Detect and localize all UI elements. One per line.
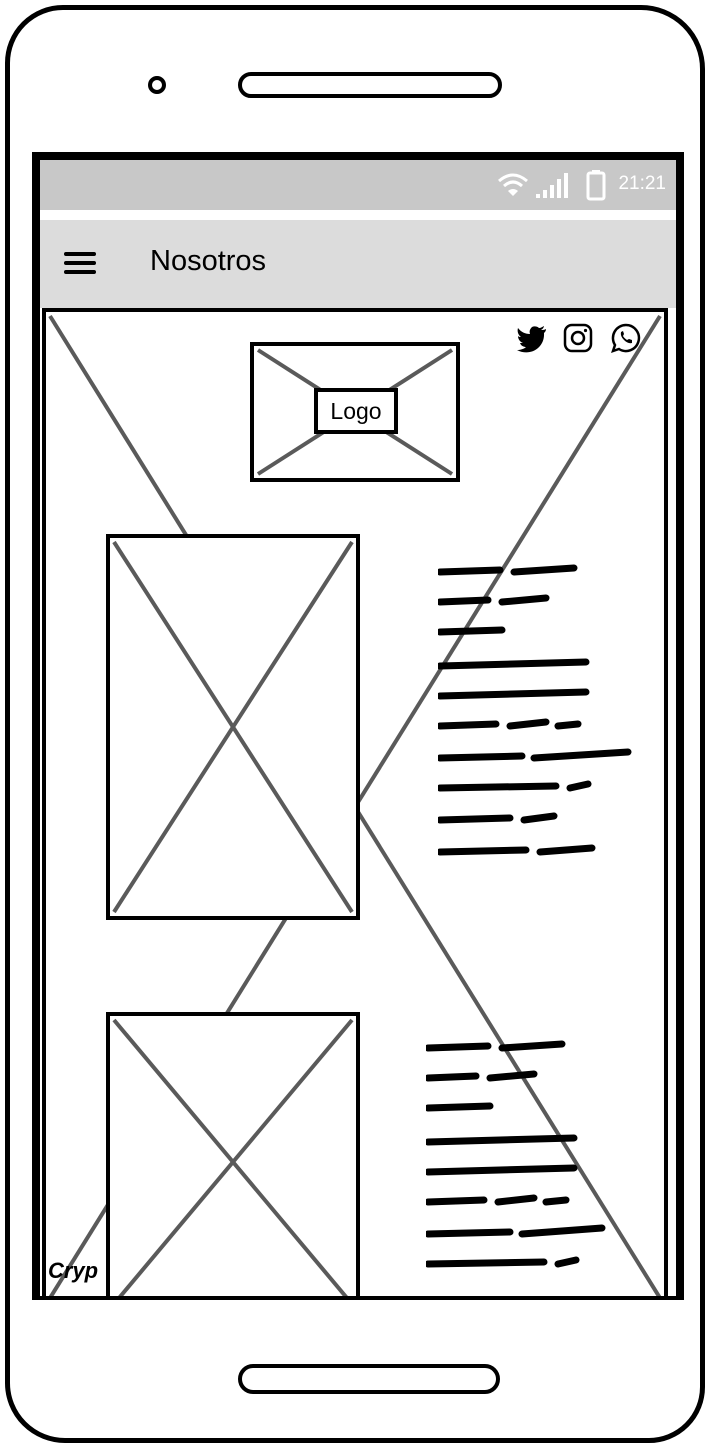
logo-placeholder: Logo — [250, 342, 460, 482]
signal-icon — [536, 173, 568, 198]
camera-icon — [148, 76, 166, 94]
speaker-slot — [238, 72, 502, 98]
hamburger-menu-icon[interactable] — [64, 252, 96, 278]
placeholder-text-block — [438, 564, 632, 856]
whatsapp-icon[interactable] — [610, 322, 642, 354]
status-time: 21:21 — [618, 173, 666, 194]
home-button[interactable] — [238, 1364, 500, 1394]
placeholder-text-block — [426, 1040, 606, 1268]
wifi-icon — [498, 173, 528, 196]
app-bar: Nosotros — [40, 220, 676, 308]
twitter-icon[interactable] — [516, 322, 548, 354]
page-title: Nosotros — [150, 245, 267, 277]
instagram-icon[interactable] — [562, 322, 594, 354]
section-image-placeholder — [106, 534, 360, 920]
phone-screen: 21:21 Nosotros Logo — [32, 152, 684, 1300]
battery-icon — [586, 170, 606, 201]
logo-label: Logo — [314, 388, 398, 434]
section-image-placeholder — [106, 1012, 360, 1296]
footer-text: Cryp — [48, 1258, 99, 1283]
status-bar: 21:21 — [40, 160, 676, 210]
content-area: Logo — [42, 308, 668, 1296]
